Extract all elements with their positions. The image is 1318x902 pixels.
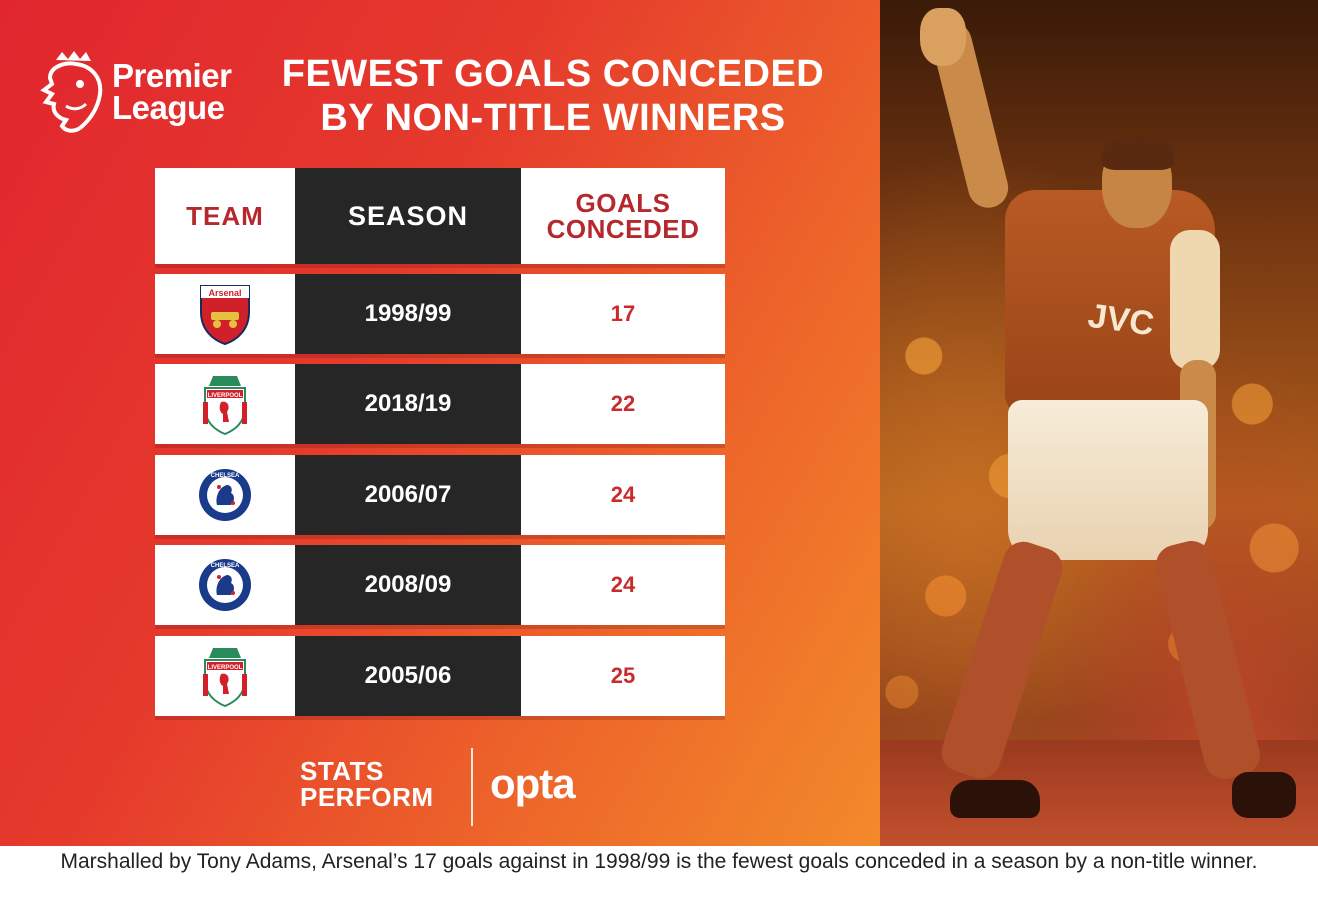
table-row: CHELSEA 2008/09 24 (155, 545, 725, 625)
goals-cell: 17 (521, 274, 725, 354)
chelsea-crest-icon: CHELSEA (199, 559, 251, 611)
goals-header-line-1: GOALS (575, 188, 671, 218)
liverpool-crest-icon: LIVERPOOL (203, 376, 247, 436)
arsenal-crest-icon: Arsenal (200, 285, 250, 346)
stats-perform-line-2: PERFORM (300, 782, 434, 812)
title-line-1: FEWEST GOALS CONCEDED (281, 53, 825, 95)
team-header: TEAM (155, 168, 295, 264)
stats-perform-logo: STATS PERFORM (300, 758, 434, 810)
table-row: CHELSEA 2006/07 24 (155, 455, 725, 535)
season-header: SEASON (295, 168, 521, 264)
season-cell: 2005/06 (295, 636, 521, 716)
brand-line-1: Premier (112, 57, 232, 94)
season-cell: 2018/19 (295, 364, 521, 444)
chelsea-crest-icon: CHELSEA (199, 469, 251, 521)
opta-logo: opta (490, 760, 576, 807)
premier-league-lion-icon (40, 51, 103, 133)
table-row: LIVERPOOL 2005/06 25 (155, 636, 725, 716)
player-left-boot (950, 780, 1040, 818)
team-cell: CHELSEA (155, 455, 295, 535)
title-line-2: BY NON-TITLE WINNERS (320, 97, 786, 139)
season-cell: 1998/99 (295, 274, 521, 354)
player-sleeve (1170, 230, 1220, 370)
caption: Marshalled by Tony Adams, Arsenal’s 17 g… (60, 850, 1258, 873)
goals-header: GOALS CONCEDED (521, 168, 725, 264)
table-row: Arsenal 1998/99 17 (155, 274, 725, 354)
crest-text: LIVERPOOL (208, 665, 243, 671)
goals-cell: 22 (521, 364, 725, 444)
goals-cell: 24 (521, 545, 725, 625)
team-cell: Arsenal (155, 274, 295, 354)
stats-perform-line-1: STATS (300, 756, 384, 786)
player-hand (920, 8, 966, 66)
season-cell: 2008/09 (295, 545, 521, 625)
crest-text: CHELSEA (211, 473, 240, 479)
goals-header-line-2: CONCEDED (546, 214, 700, 244)
page-title: FEWEST GOALS CONCEDED BY NON-TITLE WINNE… (248, 52, 858, 140)
footer-divider (471, 748, 473, 826)
player-hair (1102, 136, 1174, 170)
table-header-row: TEAM SEASON GOALS CONCEDED (155, 168, 725, 264)
infographic: Premier League FEWEST GOALS CONCEDED BY … (0, 0, 1318, 846)
goals-cell: 25 (521, 636, 725, 716)
left-panel: Premier League FEWEST GOALS CONCEDED BY … (0, 0, 880, 846)
crest-text: Arsenal (208, 288, 241, 298)
liverpool-crest-icon: LIVERPOOL (203, 648, 247, 708)
crest-text: LIVERPOOL (208, 393, 243, 399)
player-right-boot (1232, 772, 1296, 818)
table-row: LIVERPOOL 2018/19 22 (155, 364, 725, 444)
brand-line-2: League (112, 89, 225, 126)
premier-league-wordmark: Premier League (112, 57, 232, 126)
team-cell: LIVERPOOL (155, 636, 295, 716)
team-cell: LIVERPOOL (155, 364, 295, 444)
season-cell: 2006/07 (295, 455, 521, 535)
goals-cell: 24 (521, 455, 725, 535)
team-cell: CHELSEA (155, 545, 295, 625)
player-photo: JVC (880, 0, 1318, 846)
player-shorts (1008, 400, 1208, 560)
crest-text: CHELSEA (211, 563, 240, 569)
